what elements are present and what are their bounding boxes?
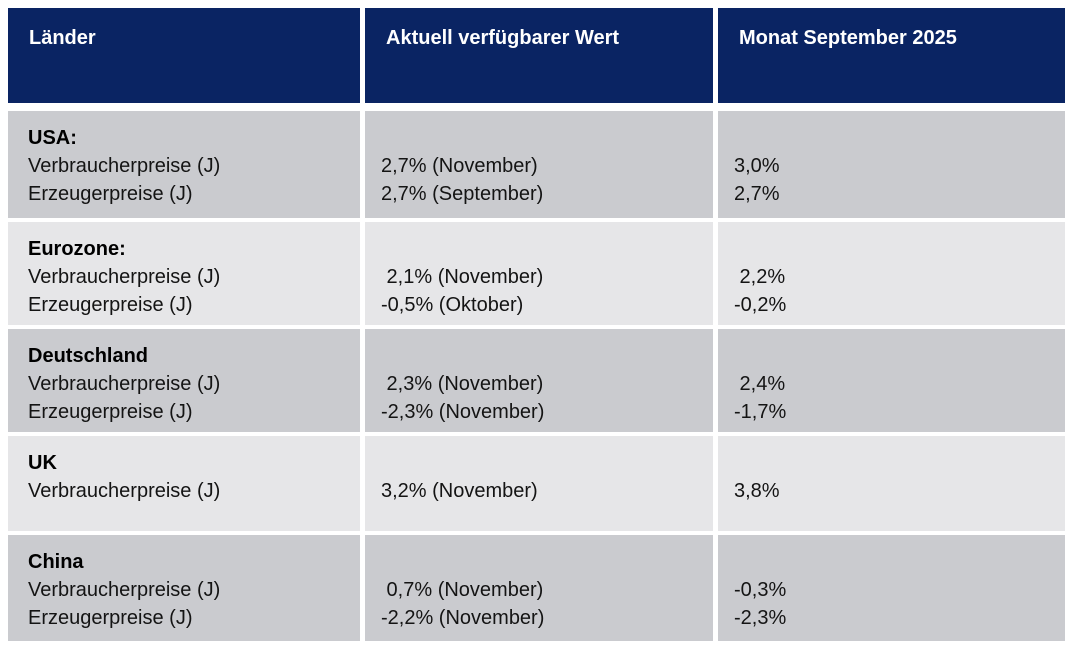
cell-deutschland-september: 2,4% -1,7% (718, 329, 1065, 432)
price-label: Erzeugerpreise (J) (28, 294, 193, 316)
cell-china-current: 0,7% (November) -2,2% (November) (365, 535, 713, 641)
country-name: Deutschland (28, 345, 149, 367)
price-label: Verbraucherpreise (J) (28, 579, 221, 601)
price-value: -1,7% (734, 401, 787, 423)
spacer-line (734, 449, 1057, 477)
price-value: -2,3% (734, 607, 787, 629)
price-label: Verbraucherpreise (J) (28, 480, 221, 502)
price-value: -2,2% (November) (381, 607, 545, 629)
price-value: 2,2% (734, 266, 786, 288)
cell-usa-country: USA: Verbraucherpreise (J) Erzeugerpreis… (8, 111, 360, 218)
spacer-line (381, 449, 705, 477)
country-name: China (28, 551, 84, 573)
cell-uk-country: UK Verbraucherpreise (J) (8, 436, 360, 531)
country-name: Eurozone: (28, 238, 126, 260)
price-value: 3,8% (734, 480, 780, 502)
spacer-line (381, 124, 705, 152)
cell-deutschland-country: Deutschland Verbraucherpreise (J) Erzeug… (8, 329, 360, 432)
price-label: Verbraucherpreise (J) (28, 373, 221, 395)
column-header-monat-september: Monat September 2025 (718, 8, 1065, 103)
column-header-monat-september-label: Monat September 2025 (739, 27, 957, 49)
spacer-line (734, 342, 1057, 370)
price-value: 2,4% (734, 373, 786, 395)
spacer-line (381, 342, 705, 370)
column-header-laender-label: Länder (29, 27, 96, 49)
price-value: 2,7% (November) (381, 155, 538, 177)
price-label: Erzeugerpreise (J) (28, 607, 193, 629)
country-name: UK (28, 452, 57, 474)
price-value: 2,1% (November) (381, 266, 544, 288)
spacer-line (381, 235, 705, 263)
price-value: -2,3% (November) (381, 401, 545, 423)
spacer-line (734, 235, 1057, 263)
cell-eurozone-current: 2,1% (November) -0,5% (Oktober) (365, 222, 713, 325)
country-name: USA: (28, 127, 77, 149)
cell-usa-current: 2,7% (November) 2,7% (September) (365, 111, 713, 218)
cell-eurozone-september: 2,2% -0,2% (718, 222, 1065, 325)
spacer-line (381, 548, 705, 576)
cell-eurozone-country: Eurozone: Verbraucherpreise (J) Erzeuger… (8, 222, 360, 325)
inflation-table: Länder Aktuell verfügbarer Wert Monat Se… (8, 8, 1065, 641)
price-value: -0,2% (734, 294, 787, 316)
price-value: 2,3% (November) (381, 373, 544, 395)
cell-china-september: -0,3% -2,3% (718, 535, 1065, 641)
price-value: 3,0% (734, 155, 780, 177)
price-label: Erzeugerpreise (J) (28, 183, 193, 205)
column-header-aktueller-wert-label: Aktuell verfügbarer Wert (386, 27, 620, 49)
spacer-line (734, 124, 1057, 152)
cell-deutschland-current: 2,3% (November) -2,3% (November) (365, 329, 713, 432)
price-label: Verbraucherpreise (J) (28, 155, 221, 177)
column-header-aktueller-wert: Aktuell verfügbarer Wert (365, 8, 713, 103)
cell-usa-september: 3,0% 2,7% (718, 111, 1065, 218)
cell-china-country: China Verbraucherpreise (J) Erzeugerprei… (8, 535, 360, 641)
price-label: Erzeugerpreise (J) (28, 401, 193, 423)
spacer-line (734, 548, 1057, 576)
price-value: -0,5% (Oktober) (381, 294, 524, 316)
price-value: 3,2% (November) (381, 480, 538, 502)
cell-uk-september: 3,8% (718, 436, 1065, 531)
column-header-laender: Länder (8, 8, 360, 103)
cell-uk-current: 3,2% (November) (365, 436, 713, 531)
price-value: -0,3% (734, 579, 787, 601)
price-label: Verbraucherpreise (J) (28, 266, 221, 288)
price-value: 2,7% (734, 183, 780, 205)
price-value: 0,7% (November) (381, 579, 544, 601)
price-value: 2,7% (September) (381, 183, 544, 205)
